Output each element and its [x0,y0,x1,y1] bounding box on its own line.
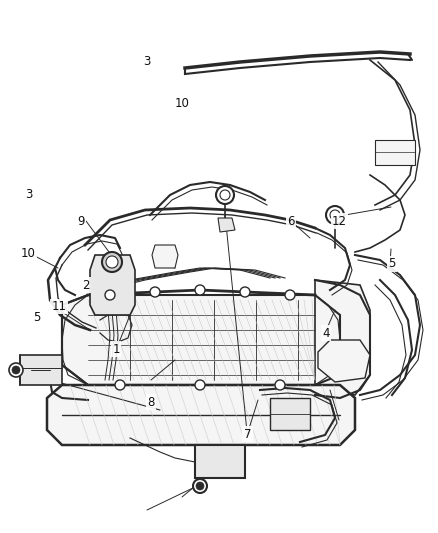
Text: 1: 1 [112,343,120,356]
Circle shape [9,363,23,377]
Circle shape [150,287,160,297]
Text: 3: 3 [143,55,150,68]
Circle shape [275,380,285,390]
Text: 12: 12 [332,215,347,228]
Polygon shape [152,245,178,268]
Circle shape [115,380,125,390]
Polygon shape [315,280,370,395]
Polygon shape [270,398,310,430]
Circle shape [193,479,207,493]
Circle shape [195,285,205,295]
Text: 2: 2 [81,279,89,292]
Polygon shape [375,140,415,165]
Circle shape [220,190,230,200]
Circle shape [326,206,344,224]
Text: 7: 7 [244,428,251,441]
Text: 10: 10 [21,247,36,260]
Circle shape [285,290,295,300]
Polygon shape [218,218,235,232]
Polygon shape [90,255,135,315]
Text: 4: 4 [322,327,330,340]
Circle shape [240,287,250,297]
Text: 8: 8 [148,396,155,409]
Text: 10: 10 [174,98,189,110]
Circle shape [12,366,20,374]
Polygon shape [47,385,355,445]
Polygon shape [195,445,245,478]
Circle shape [216,186,234,204]
Text: 5: 5 [389,257,396,270]
Text: 9: 9 [77,215,85,228]
Circle shape [330,210,340,220]
Text: 11: 11 [52,300,67,313]
Polygon shape [318,340,370,382]
Circle shape [105,290,115,300]
Circle shape [106,256,118,268]
Circle shape [102,252,122,272]
Polygon shape [62,295,340,385]
Circle shape [196,482,204,490]
Circle shape [195,380,205,390]
Polygon shape [20,355,62,385]
Text: 6: 6 [287,215,295,228]
Text: 5: 5 [34,311,41,324]
Text: 3: 3 [25,188,32,201]
